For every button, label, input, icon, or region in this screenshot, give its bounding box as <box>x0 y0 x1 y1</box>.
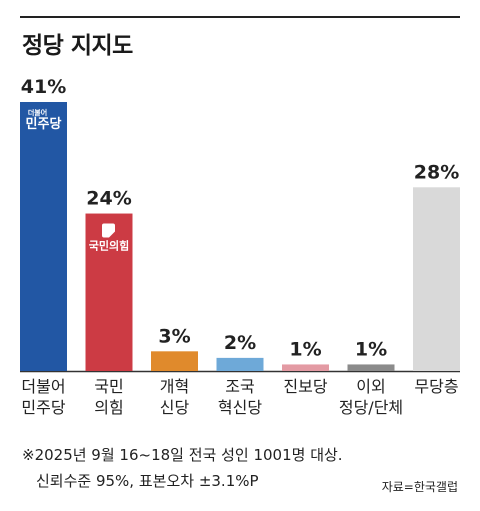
category-label-1-0: 국민 <box>94 377 123 396</box>
category-label-5-0: 이외 <box>356 377 385 396</box>
category-label-6-0: 무당층 <box>414 377 458 396</box>
category-label-0-0: 더불어 <box>21 377 65 396</box>
category-label-3-1: 혁신당 <box>218 398 262 417</box>
bar-6 <box>413 187 460 371</box>
category-label-0-1: 민주당 <box>21 398 65 417</box>
value-label-0: 41% <box>21 76 66 98</box>
logo-minjoo-small: 더불어 <box>28 108 47 117</box>
footnote-line-2: 신뢰수준 95%, 표본오차 ±3.1%P <box>36 472 259 490</box>
bar-3 <box>216 357 264 371</box>
top-rule <box>20 16 460 18</box>
footnote-line-1: ※2025년 9월 16~18일 전국 성인 1001명 대상. <box>22 446 343 464</box>
value-label-5: 1% <box>355 338 387 360</box>
bar-0 <box>20 102 67 371</box>
source-label: 자료=한국갤럽 <box>381 480 458 494</box>
logo-ppp-mark <box>102 223 115 238</box>
bar-5 <box>347 364 395 371</box>
value-label-2: 3% <box>158 325 190 347</box>
value-label-4: 1% <box>289 338 321 360</box>
bar-1 <box>85 213 133 371</box>
category-label-4-0: 진보당 <box>283 377 327 396</box>
bar-4 <box>282 364 329 371</box>
category-label-2-0: 개혁 <box>160 377 189 396</box>
category-label-5-1: 정당/단체 <box>339 398 403 417</box>
value-label-1: 24% <box>86 188 131 210</box>
category-label-2-1: 신당 <box>160 398 190 417</box>
bar-2 <box>151 351 198 371</box>
value-label-6: 28% <box>414 161 459 183</box>
logo-ppp-main: 국민의힘 <box>89 239 129 253</box>
chart-title: 정당 지지도 <box>22 33 133 59</box>
category-label-1-1: 의힘 <box>94 398 123 417</box>
logo-minjoo-main: 민주당 <box>26 116 62 132</box>
value-label-3: 2% <box>224 332 256 354</box>
category-label-3-0: 조국 <box>225 377 254 396</box>
